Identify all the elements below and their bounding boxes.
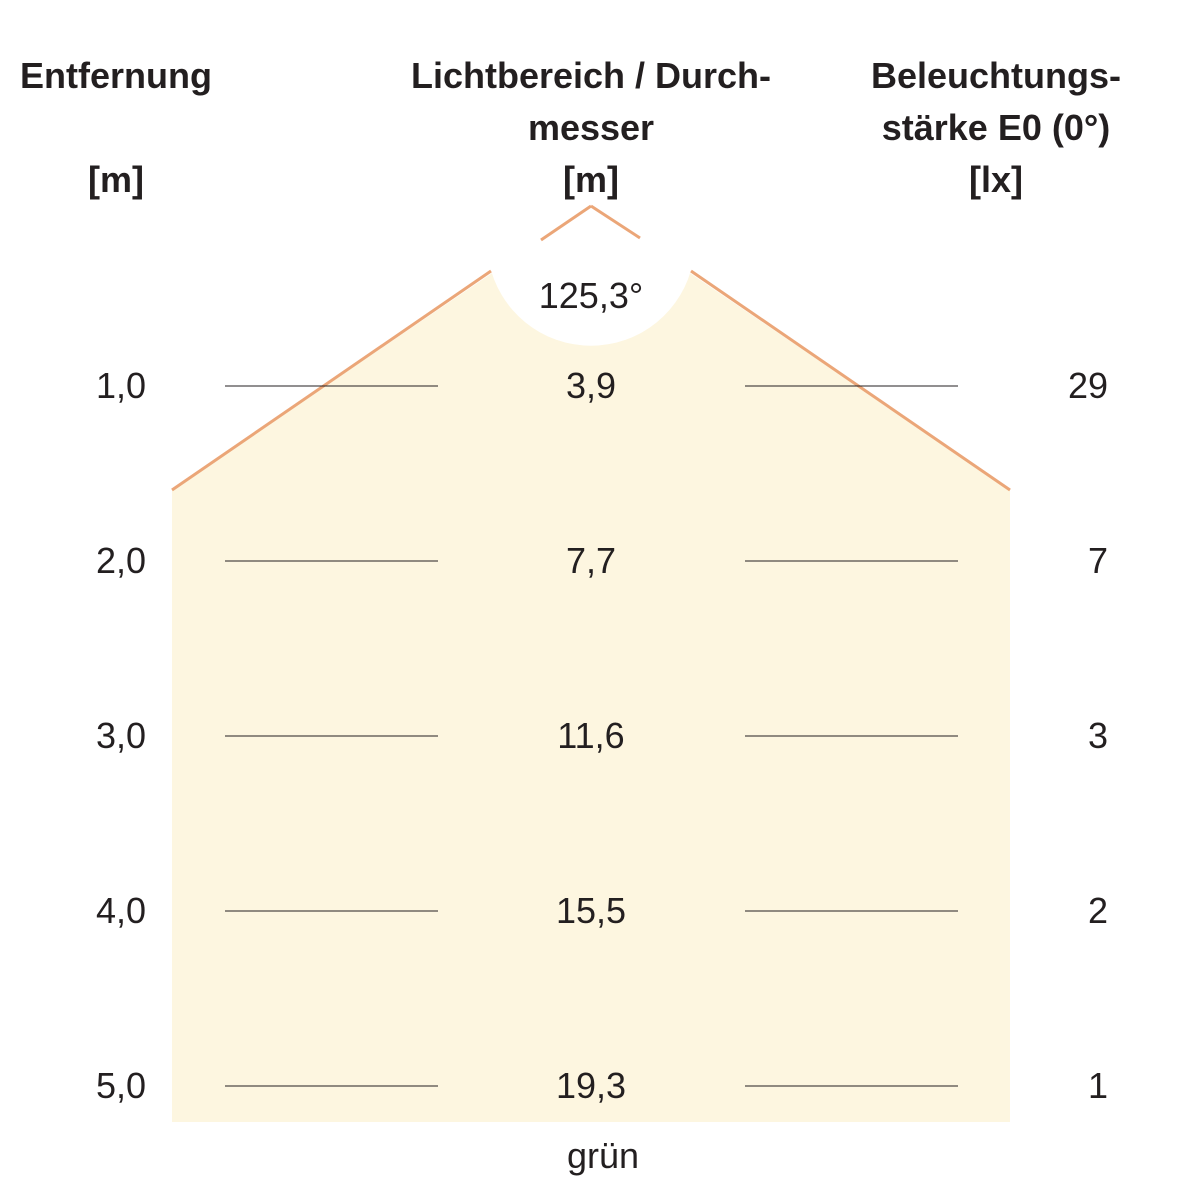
- row-distance-value: 2,0: [95, 540, 146, 581]
- row-distance-value: 3,0: [95, 715, 146, 756]
- beam-angle-arc: [489, 196, 693, 346]
- color-label: grün: [566, 1135, 640, 1176]
- header-distance-spacer: [16, 102, 216, 154]
- row-lux-value: 2: [1087, 890, 1108, 931]
- row-rules: [225, 385, 958, 1087]
- header-diameter: Lichtbereich / Durch- messer [m]: [391, 50, 791, 206]
- light-area-fill: [172, 206, 1010, 1122]
- row-lux-value: 7: [1087, 540, 1108, 581]
- beam-angle-label: 125,3°: [538, 275, 644, 316]
- row-lux-value: 29: [1067, 365, 1108, 406]
- row-distance-value: 1,0: [95, 365, 146, 406]
- row-diameter-value: 15,5: [555, 890, 627, 931]
- header-distance-title: Entfernung: [20, 55, 212, 96]
- row-lux-value: 1: [1087, 1065, 1108, 1106]
- row-diameter-value: 7,7: [565, 540, 617, 581]
- header-diameter-title-2: messer: [527, 107, 655, 148]
- row-diameter-value: 11,6: [557, 715, 625, 756]
- beam-edge-left-upper: [540, 204, 592, 242]
- header-diameter-title: Lichtbereich / Durch-: [410, 55, 772, 96]
- header-illuminance-title-2: stärke E0 (0°): [881, 107, 1111, 148]
- row-distance-value: 4,0: [95, 890, 146, 931]
- header-distance: Entfernung [m]: [16, 50, 216, 206]
- row-lux-value: 3: [1087, 715, 1108, 756]
- header-diameter-unit: [m]: [563, 159, 619, 200]
- header-distance-unit: [m]: [88, 159, 144, 200]
- header-illuminance: Beleuchtungs- stärke E0 (0°) [lx]: [856, 50, 1136, 206]
- header-illuminance-unit: [lx]: [969, 159, 1023, 200]
- beam-edge-right-upper: [590, 204, 641, 240]
- header-illuminance-title: Beleuchtungs-: [870, 55, 1121, 96]
- beam-edge-left-lower: [171, 269, 492, 492]
- row-diameter-value: 19,3: [555, 1065, 627, 1106]
- row-distance-value: 5,0: [95, 1065, 146, 1106]
- beam-edge-right-lower: [690, 269, 1011, 492]
- row-diameter-value: 3,9: [565, 365, 617, 406]
